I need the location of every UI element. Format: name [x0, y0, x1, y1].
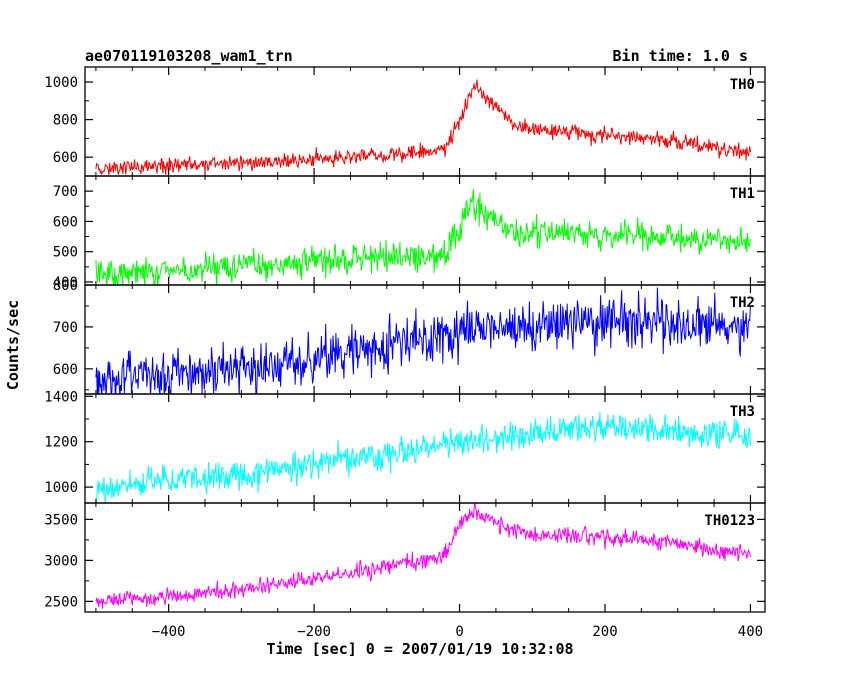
- x-tick-label: −400: [152, 624, 186, 640]
- series-line-th1: [95, 189, 751, 285]
- object-name-label: ae070119103208_wam1_trn: [85, 47, 293, 65]
- panel-th0: 600 800 1000 TH0: [44, 66, 766, 177]
- y-tick-label: 3000: [44, 553, 78, 569]
- panel-frame: [84, 175, 766, 286]
- y-tick-label: 3500: [44, 512, 78, 528]
- panel-frame: [84, 502, 766, 613]
- panel-label-th2: TH2: [730, 295, 755, 311]
- panel-label-th0123: TH0123: [704, 513, 755, 529]
- y-tick-label: 800: [53, 113, 78, 129]
- y-tick-label: 1400: [44, 389, 78, 405]
- panel-frame: [84, 66, 766, 177]
- y-tick-label: 1000: [44, 75, 78, 91]
- y-tick-label: 600: [53, 214, 78, 230]
- panel-label-th0: TH0: [730, 77, 755, 93]
- series-line-th2: [95, 287, 751, 394]
- panel-label-th3: TH3: [730, 404, 755, 420]
- x-tick-label: −200: [297, 624, 331, 640]
- y-axis-title: Counts/sec: [4, 300, 22, 390]
- panels-group: 600 800 1000 TH0 400 500 600 700 TH1 600 700 800 TH2…: [44, 66, 766, 640]
- x-tick-label: 0: [455, 624, 463, 640]
- y-tick-label: 500: [53, 245, 78, 261]
- series-line-th0: [95, 79, 751, 176]
- y-tick-label: 1000: [44, 480, 78, 496]
- x-tick-label: 200: [592, 624, 617, 640]
- y-tick-label: 700: [53, 320, 78, 336]
- panel-th0123: 2500 3000 3500 TH0123: [44, 502, 766, 613]
- x-axis-title: Time [sec] 0 = 2007/01/19 10:32:08: [266, 640, 573, 658]
- y-tick-label: 2500: [44, 594, 78, 610]
- panel-label-th1: TH1: [730, 186, 755, 202]
- y-tick-label: 600: [53, 362, 78, 378]
- series-line-th3: [95, 412, 751, 503]
- y-tick-label: 600: [53, 150, 78, 166]
- panel-th1: 400 500 600 700 TH1: [53, 175, 766, 291]
- y-tick-label: 400: [53, 275, 78, 291]
- y-tick-label: 800: [53, 278, 78, 294]
- x-tick-label: 400: [738, 624, 763, 640]
- series-line-th0123: [95, 503, 751, 609]
- panel-th2: 600 700 800 TH2: [53, 278, 766, 395]
- y-tick-label: 1200: [44, 435, 78, 451]
- bin-time-label: Bin time: 1.0 s: [613, 47, 748, 65]
- panel-th3: 1000 1200 1400 TH3: [44, 389, 766, 504]
- y-tick-label: 700: [53, 184, 78, 200]
